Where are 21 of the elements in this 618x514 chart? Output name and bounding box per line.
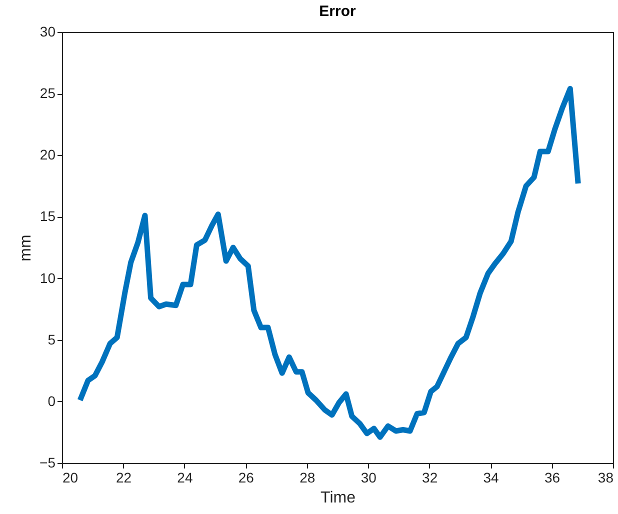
x-tick-label: 20 [62,470,78,486]
x-axis-title: Time [320,490,356,506]
x-tick-label: 26 [238,470,254,486]
y-axis-title: mm [18,234,35,262]
x-tick-label: 22 [116,470,132,486]
y-tick-label: 5 [48,331,56,348]
x-tick-label: 28 [300,470,316,486]
y-tick-label: 10 [40,270,56,286]
y-tick-label: 15 [40,208,56,224]
y-tick-label: 30 [40,24,56,40]
x-tick-label: 36 [544,470,560,486]
y-tick-label: 20 [40,146,56,163]
y-tick-label: 0 [48,392,56,409]
x-tick-label: 24 [177,470,193,486]
x-tick-label: 32 [422,470,438,486]
x-tick-label: 34 [483,470,500,486]
x-tick-label: 38 [598,470,614,486]
chart-title: Error [319,3,356,20]
y-tick-label: −5 [40,454,56,470]
y-tick-label: 25 [40,85,56,102]
x-tick-label: 30 [360,470,377,486]
